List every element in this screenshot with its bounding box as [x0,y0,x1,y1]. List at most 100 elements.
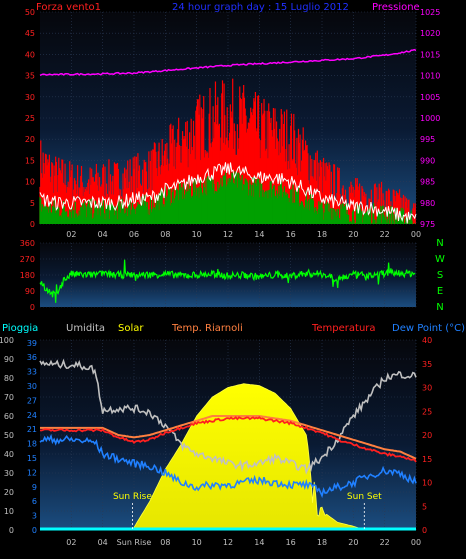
wind-x-tick: 14 [254,230,264,239]
right-y-tick: 35 [422,360,432,369]
wind-y-tick: 50 [25,8,35,17]
pressure-y-tick: 1020 [420,29,440,38]
temperature-line [39,416,417,463]
legend-rain: Pioggia [2,323,38,334]
legend-dew-point: Dew Point (°C) [392,323,465,334]
wind-direction-line [39,259,416,303]
wind-x-tick: 02 [66,230,76,239]
wind-y-tick: 10 [25,178,35,187]
mid-y-tick: 27 [27,396,37,405]
left-y-tick: 70 [4,393,14,402]
pressure-y-tick: 1015 [420,50,440,59]
left-y-tick: 100 [0,336,14,345]
sun-set-label: Sun Set [347,492,382,502]
mid-y-tick: 36 [27,353,37,362]
pressure-y-tick: 1000 [420,114,440,123]
mid-y-tick: 6 [32,497,37,506]
temp-x-tick: 08 [160,538,170,547]
left-y-tick: 10 [4,507,14,516]
pressure-y-tick: 1025 [420,8,440,17]
legend-temperature: Temperatura [311,323,376,334]
heat-index-line [40,415,417,460]
temp-x-tick: 14 [254,538,264,547]
wind-y-tick: 30 [25,93,35,102]
wind-speed-line [39,162,417,224]
axis-labels: 0510152025303540455097598098599099510001… [0,8,445,547]
pressure-y-tick: 1005 [420,93,440,102]
temp-x-tick: 00 [411,538,421,547]
wind-x-tick: 22 [380,230,390,239]
direction-y-tick: 90 [25,287,35,296]
sun-rise-label: Sun Rise [113,492,152,502]
direction-y-tick: 0 [30,303,35,312]
wind-x-tick: 00 [411,230,421,239]
mid-y-tick: 18 [27,440,37,449]
mid-y-tick: 0 [32,526,37,535]
left-y-tick: 0 [9,526,14,535]
wind-y-tick: 45 [25,29,35,38]
mid-y-tick: 24 [27,411,37,420]
left-y-tick: 40 [4,450,14,459]
temp-x-tick: 18 [317,538,327,547]
legend-solar: Solar [118,323,144,334]
mid-y-tick: 15 [27,454,37,463]
right-y-tick: 30 [422,384,432,393]
mid-y-tick: 12 [27,468,37,477]
right-y-tick: 10 [422,479,432,488]
dew-point-line [39,433,417,499]
temp-x-tick: 22 [380,538,390,547]
mid-y-tick: 21 [27,425,37,434]
humidity-line [39,358,417,475]
wind-y-tick: 15 [25,156,35,165]
pressure-y-tick: 990 [420,156,435,165]
mid-y-tick: 39 [27,339,37,348]
mid-y-tick: 30 [27,382,37,391]
wind-x-tick: 04 [98,230,108,239]
left-y-tick: 50 [4,431,14,440]
pressure-y-tick: 980 [420,199,435,208]
wind-y-tick: 25 [25,114,35,123]
mid-y-tick: 3 [32,512,37,521]
mid-y-tick: 9 [32,483,37,492]
pressure-y-tick: 985 [420,178,435,187]
temp-x-tick: 16 [286,538,296,547]
chart-marks [39,48,417,531]
compass-label: W [435,254,445,265]
temp-x-tick: 02 [66,538,76,547]
left-y-tick: 30 [4,469,14,478]
compass-label: E [437,286,443,297]
pressure-axis-label: Pressione [372,2,420,13]
compass-label: S [437,270,443,281]
wind-x-tick: 16 [286,230,296,239]
pressure-y-tick: 975 [420,220,435,229]
chart-title: 24 hour graph day : 15 Luglio 2012 [172,2,349,13]
grid-lines [40,11,417,531]
wind-x-tick: 06 [129,230,139,239]
wind-axis-label: Forza vento1 [36,2,101,13]
right-y-tick: 25 [422,407,432,416]
wind-y-tick: 20 [25,135,35,144]
pressure-y-tick: 995 [420,135,435,144]
wind-y-tick: 0 [30,220,35,229]
temp-x-tick: 04 [98,538,108,547]
temp-x-tick: 10 [192,538,202,547]
mid-y-tick: 33 [27,368,37,377]
temp-x-tick: Sun Rise [117,538,152,547]
pressure-y-tick: 1010 [420,72,440,81]
wind-y-tick: 40 [25,50,35,59]
right-y-tick: 5 [422,502,427,511]
compass-label: N [436,238,443,249]
left-y-tick: 20 [4,488,14,497]
left-y-tick: 90 [4,355,14,364]
temp-x-tick: 20 [348,538,358,547]
right-y-tick: 40 [422,336,432,345]
right-y-tick: 0 [422,526,427,535]
legend-heat-index: Temp. Riarnoli [171,323,243,334]
direction-y-tick: 360 [20,239,35,248]
direction-y-tick: 270 [20,255,35,264]
wind-x-tick: 18 [317,230,327,239]
left-y-tick: 80 [4,374,14,383]
wind-x-tick: 20 [348,230,358,239]
left-y-tick: 60 [4,412,14,421]
